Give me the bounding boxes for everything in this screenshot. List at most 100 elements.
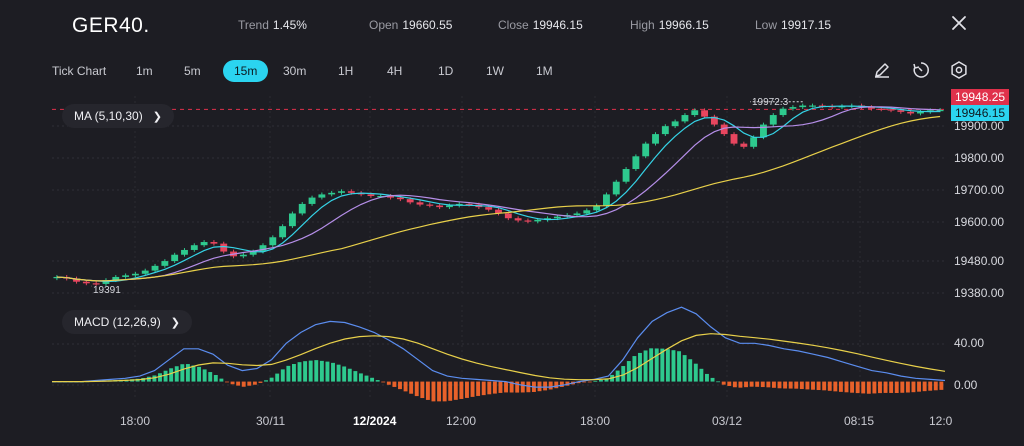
macd-histogram-bar: [230, 381, 235, 385]
macd-indicator-pill[interactable]: MACD (12,26,9) ❯: [62, 310, 192, 334]
tab-1d[interactable]: 1D: [438, 64, 454, 78]
macd-histogram-bar: [487, 381, 492, 395]
stat-low: Low 19917.15: [755, 18, 832, 32]
timer-icon[interactable]: [911, 60, 931, 80]
candle-body: [141, 270, 149, 274]
max-price-annotation: 19972.3: [752, 97, 789, 108]
candle-body: [171, 254, 179, 262]
macd-histogram-bar: [398, 381, 402, 390]
candle-body: [524, 220, 532, 222]
macd-histogram-bar: [699, 368, 704, 382]
macd-histogram-bar: [319, 360, 324, 382]
macd-histogram-bar: [693, 363, 698, 382]
candle-body: [259, 245, 267, 252]
macd-histogram-bar: [208, 372, 213, 382]
candle-body: [279, 226, 287, 238]
candle-body: [239, 254, 247, 257]
candle-body: [131, 273, 139, 276]
macd-histogram-bar: [314, 360, 319, 382]
candle-body: [298, 203, 306, 214]
macd-histogram-bar: [470, 381, 475, 397]
settings-icon[interactable]: [949, 60, 969, 80]
stat-close: Close 19946.15: [498, 18, 583, 32]
ma5-line: [56, 105, 941, 283]
ma-indicator-pill[interactable]: MA (5,10,30) ❯: [62, 104, 174, 128]
macd-histogram-bar: [844, 381, 849, 393]
candle-body: [897, 110, 905, 112]
candle-body: [485, 207, 493, 210]
candle-body: [534, 219, 542, 222]
candle-body: [82, 281, 90, 284]
macd-histogram-bar: [158, 373, 162, 382]
candle-body: [710, 116, 718, 125]
tab-1m[interactable]: 1m: [136, 64, 153, 78]
time-tick: 12/2024: [353, 414, 397, 428]
macd-histogram-bar: [721, 381, 726, 385]
close-icon[interactable]: [948, 12, 970, 34]
tab-4h[interactable]: 4H: [387, 64, 403, 78]
macd-histogram-bar: [766, 381, 771, 388]
macd-histogram-bar: [749, 381, 754, 387]
macd-histogram-bar: [794, 381, 799, 389]
macd-histogram-bar: [799, 381, 804, 390]
macd-histogram-bar: [559, 381, 564, 387]
candle-body: [917, 111, 924, 114]
tab-1h[interactable]: 1H: [338, 64, 354, 78]
candle-body: [190, 245, 198, 250]
macd-histogram-bar: [442, 381, 447, 402]
macd-histogram-bar: [598, 379, 603, 382]
macd-histogram-bar: [543, 381, 548, 391]
macd-histogram-bar: [269, 377, 274, 382]
macd-histogram-bar: [392, 381, 397, 387]
macd-histogram-bar: [677, 351, 682, 382]
macd-histogram-bar: [788, 381, 793, 389]
candle-body: [406, 199, 414, 203]
tab-15m[interactable]: 15m: [223, 60, 269, 82]
time-tick: 12:00: [446, 414, 477, 428]
macd-tick: 0.00: [954, 378, 978, 392]
macd-histogram-bar: [783, 381, 788, 389]
time-tick: 18:00: [580, 414, 611, 428]
candle-body: [769, 115, 777, 125]
chart-type-tick[interactable]: Tick Chart: [52, 64, 107, 78]
tab-1w[interactable]: 1W: [486, 64, 504, 78]
macd-histogram-bar: [241, 381, 246, 387]
macd-histogram-bar: [498, 381, 503, 393]
candle-body: [907, 111, 915, 114]
macd-histogram-bar: [185, 364, 190, 382]
macd-histogram-bar: [911, 381, 916, 393]
macd-histogram-bar: [375, 380, 380, 382]
candle-body: [701, 110, 709, 117]
tab-5m[interactable]: 5m: [184, 64, 201, 78]
candle-body: [151, 265, 159, 271]
macd-histogram-bar: [587, 381, 592, 383]
candle-body: [504, 213, 512, 219]
candle-body: [583, 210, 591, 214]
macd-histogram-bar: [928, 381, 933, 391]
macd-histogram-bar: [386, 381, 391, 385]
stat-open: Open 19660.55: [369, 18, 453, 32]
candle-body: [867, 107, 875, 109]
macd-line: [52, 306, 946, 388]
macd-histogram-bar: [152, 375, 157, 382]
macd-histogram-bar: [515, 381, 520, 393]
macd-histogram-bar: [894, 381, 899, 393]
macd-histogram-bar: [520, 381, 525, 393]
tab-1m-month[interactable]: 1M: [536, 64, 553, 78]
tab-30m[interactable]: 30m: [283, 64, 307, 78]
macd-histogram-bar: [838, 381, 843, 392]
macd-histogram-bar: [643, 350, 648, 382]
macd-histogram-bar: [465, 381, 469, 398]
macd-histogram-bar: [303, 361, 308, 382]
candle-body: [426, 204, 434, 206]
time-tick: 30/11: [256, 414, 286, 428]
macd-histogram-bar: [169, 368, 174, 382]
time-tick: 12:0: [929, 414, 953, 428]
candle-body: [318, 194, 326, 198]
macd-histogram-bar: [213, 375, 218, 382]
macd-histogram-bar: [146, 376, 151, 382]
candle-body: [779, 108, 787, 116]
pencil-icon[interactable]: [872, 60, 892, 80]
candle-body: [465, 203, 473, 206]
